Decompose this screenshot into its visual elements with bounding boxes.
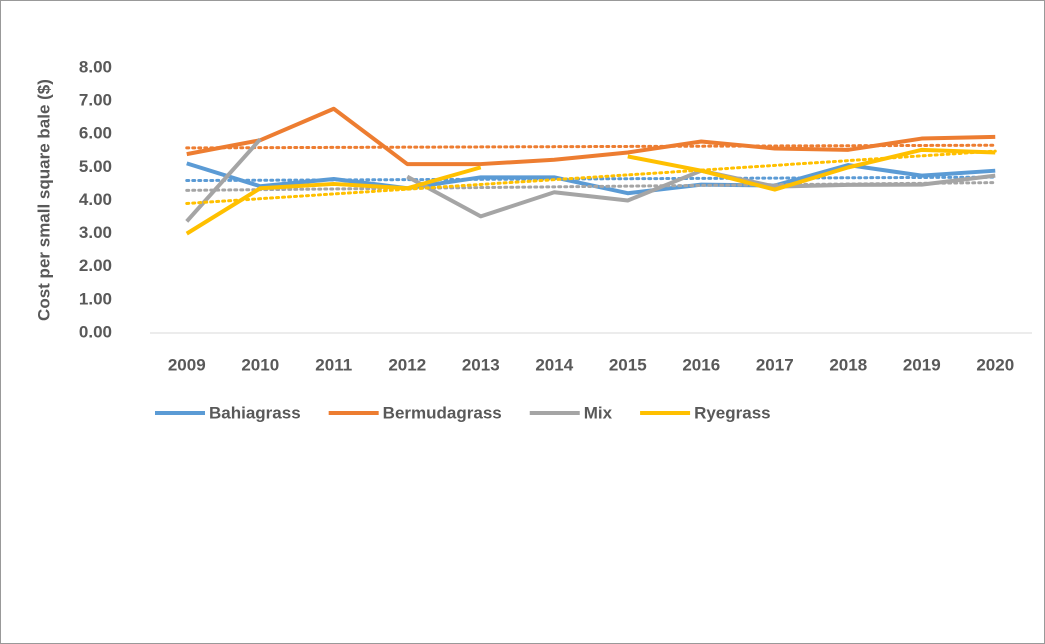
y-tick-label: 7.00 xyxy=(79,91,112,110)
y-tick-label: 0.00 xyxy=(79,322,112,341)
legend-label: Mix xyxy=(584,403,613,422)
legend-label: Bahiagrass xyxy=(209,403,301,422)
x-tick-label: 2018 xyxy=(829,355,867,374)
trendline xyxy=(185,143,997,150)
x-tick-label: 2013 xyxy=(462,355,500,374)
legend-label: Bermudagrass xyxy=(383,403,502,422)
y-tick-label: 2.00 xyxy=(79,256,112,275)
y-tick-label: 4.00 xyxy=(79,190,112,209)
x-tick-label: 2015 xyxy=(609,355,647,374)
y-tick-label: 5.00 xyxy=(79,157,112,176)
x-tick-label: 2009 xyxy=(168,355,206,374)
x-tick-label: 2012 xyxy=(388,355,426,374)
y-axis-label: Cost per small square bale ($) xyxy=(34,79,53,321)
y-tick-label: 3.00 xyxy=(79,223,112,242)
x-tick-label: 2016 xyxy=(682,355,720,374)
series-line xyxy=(185,147,996,236)
y-tick-label: 1.00 xyxy=(79,289,112,308)
y-tick-label: 8.00 xyxy=(79,57,112,76)
series-line xyxy=(186,106,996,167)
x-tick-label: 2019 xyxy=(903,355,941,374)
y-tick-label: 6.00 xyxy=(79,124,112,143)
x-tick-label: 2011 xyxy=(315,355,352,374)
legend-label: Ryegrass xyxy=(694,403,771,422)
trendline xyxy=(185,149,997,205)
x-tick-label: 2014 xyxy=(535,355,573,374)
x-tick-label: 2010 xyxy=(241,355,279,374)
x-tick-label: 2020 xyxy=(976,355,1014,374)
x-tick-label: 2017 xyxy=(756,355,794,374)
